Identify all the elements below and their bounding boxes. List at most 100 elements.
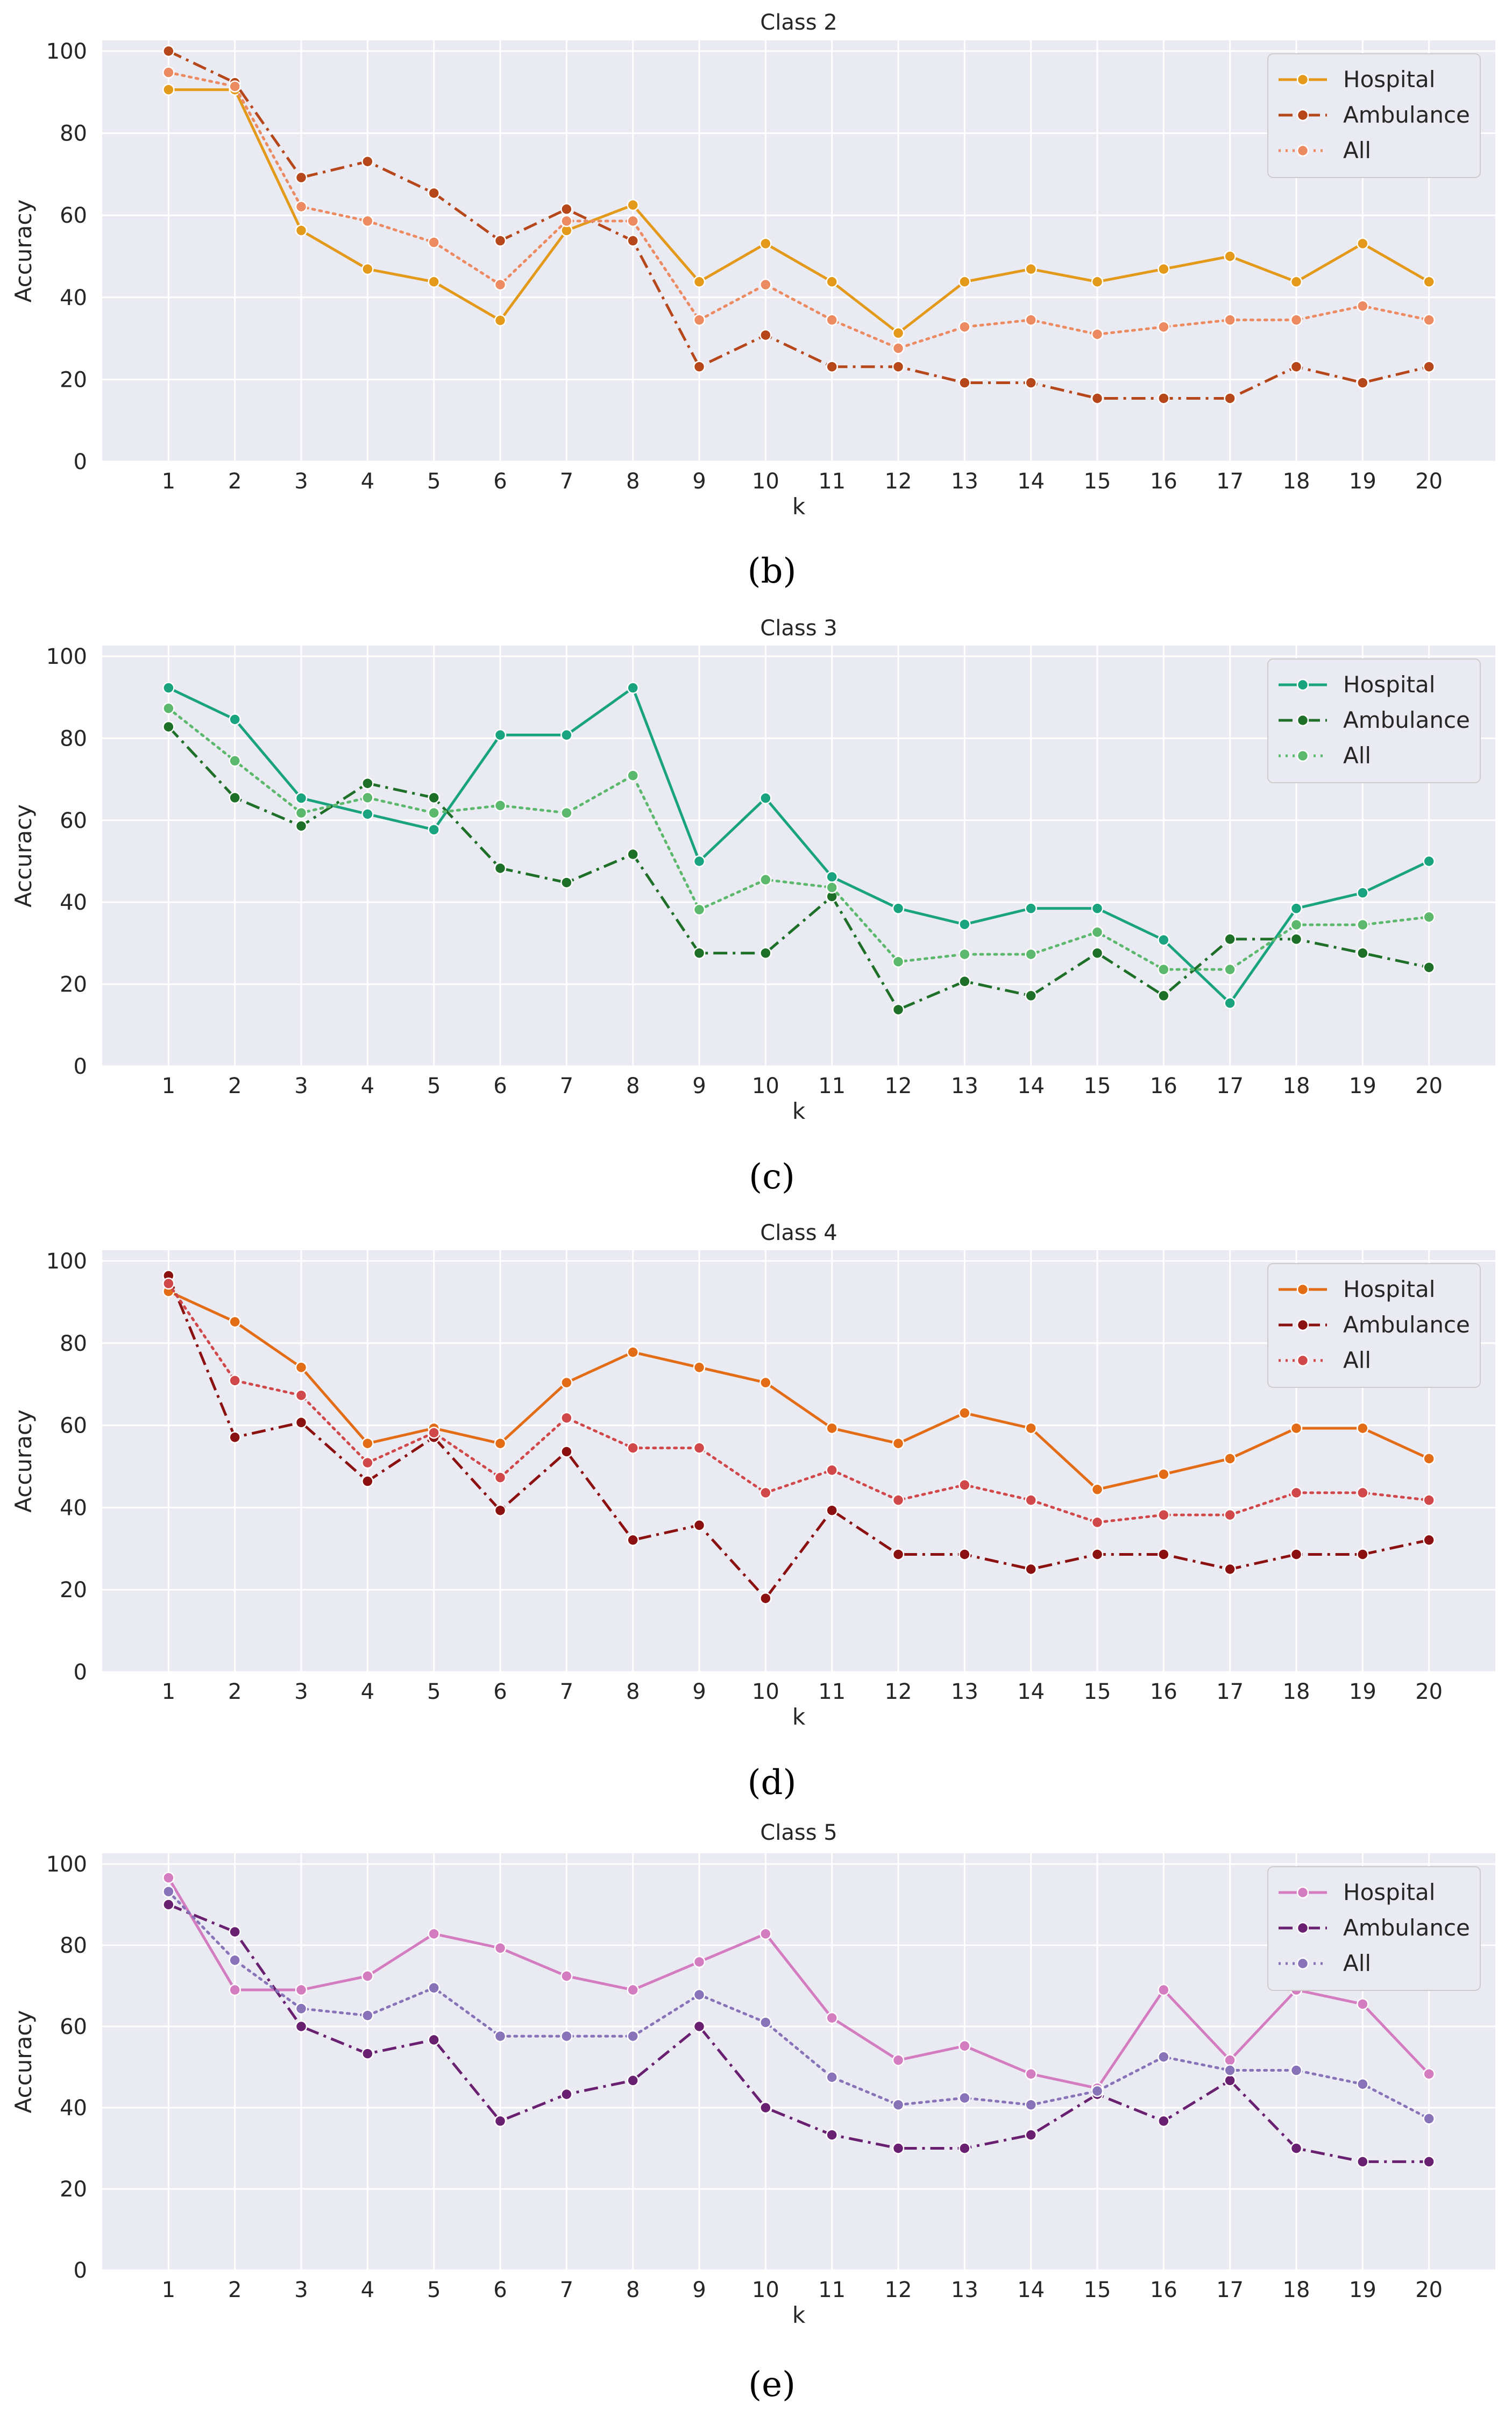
x-tick-label: 19	[1349, 1679, 1376, 1704]
data-point	[494, 1942, 507, 1954]
x-tick-label: 7	[560, 1679, 573, 1704]
x-tick-label: 10	[752, 469, 779, 494]
data-point	[826, 2011, 838, 2024]
data-point	[693, 360, 706, 373]
x-tick-label: 10	[752, 2278, 779, 2302]
x-axis-label: k	[792, 1704, 806, 1730]
data-point	[361, 215, 374, 228]
data-point	[560, 2088, 573, 2101]
x-tick-label: 13	[951, 469, 978, 494]
data-point	[494, 1437, 507, 1450]
data-point	[1025, 2129, 1037, 2141]
data-point	[1091, 1516, 1104, 1529]
data-point	[959, 275, 971, 288]
x-tick-label: 8	[626, 1679, 640, 1704]
x-tick-label: 15	[1084, 1074, 1111, 1098]
data-point	[229, 755, 241, 767]
data-point	[1290, 918, 1303, 931]
data-point	[759, 1592, 772, 1605]
data-point	[361, 791, 374, 804]
x-tick-label: 7	[560, 2278, 573, 2302]
data-point	[1091, 902, 1104, 915]
series-line	[168, 1903, 1429, 2163]
series	[162, 682, 1435, 1009]
data-point	[1423, 961, 1435, 974]
data-point	[295, 792, 308, 804]
data-point	[1025, 1494, 1037, 1506]
x-tick-label: 18	[1283, 1679, 1310, 1704]
data-point	[1423, 1452, 1435, 1465]
data-point	[162, 682, 175, 694]
data-point	[560, 1412, 573, 1424]
data-point	[560, 876, 573, 889]
panel-caption: (e)	[748, 2365, 796, 2405]
data-point	[361, 1456, 374, 1469]
x-tick-label: 6	[493, 1074, 507, 1098]
data-point	[1423, 2156, 1435, 2168]
legend: Hospital Ambulance All	[1267, 53, 1481, 178]
y-tick-label: 40	[60, 286, 87, 310]
x-tick-label: 3	[294, 1679, 308, 1704]
data-point	[627, 1983, 639, 1996]
data-point	[1290, 1486, 1303, 1499]
x-tick-label: 13	[951, 1074, 978, 1098]
data-point	[1025, 1563, 1037, 1576]
data-point	[826, 870, 838, 883]
panel-caption: (b)	[748, 551, 797, 591]
x-tick-label: 17	[1216, 1074, 1244, 1098]
x-tick-label: 15	[1084, 2278, 1111, 2302]
data-point	[826, 275, 838, 288]
data-point	[361, 2009, 374, 2022]
series-line	[168, 88, 1430, 335]
data-point	[826, 1504, 838, 1516]
data-point	[959, 1407, 971, 1419]
data-point	[693, 1442, 706, 1454]
y-tick-label: 60	[60, 1414, 87, 1438]
data-point	[959, 321, 971, 333]
data-point	[229, 1954, 241, 1967]
data-point	[1158, 1983, 1170, 1996]
data-point	[1091, 926, 1104, 939]
data-point	[826, 2071, 838, 2083]
x-tick-label: 6	[493, 1679, 507, 1704]
data-point	[295, 2002, 308, 2015]
x-tick-label: 14	[1017, 1074, 1045, 1098]
data-point	[1423, 275, 1435, 288]
x-tick-label: 20	[1415, 1679, 1443, 1704]
data-point	[428, 1982, 440, 1994]
legend-marker	[1296, 1886, 1309, 1899]
chart-title: Class 5	[760, 1820, 837, 1845]
data-point	[229, 1925, 241, 1938]
data-point	[892, 1003, 905, 1016]
data-point	[1423, 1494, 1435, 1506]
data-point	[1357, 1548, 1369, 1561]
data-point	[560, 1445, 573, 1458]
data-point	[1357, 887, 1369, 899]
series-line	[168, 686, 1430, 1005]
data-point	[1025, 314, 1037, 327]
x-axis-label: k	[792, 1098, 806, 1124]
data-point	[759, 1376, 772, 1389]
y-tick-label: 0	[74, 1660, 87, 1685]
data-point	[627, 1442, 639, 1454]
data-point	[494, 729, 507, 741]
series-line	[168, 1290, 1430, 1491]
data-point	[229, 791, 241, 804]
data-point	[627, 682, 639, 694]
x-tick-label: 15	[1084, 469, 1111, 494]
x-tick-label: 16	[1150, 1074, 1177, 1098]
data-point	[892, 2142, 905, 2154]
data-point	[1158, 2051, 1170, 2063]
data-point	[1091, 947, 1104, 959]
data-point	[693, 947, 706, 959]
x-tick-label: 16	[1150, 469, 1177, 494]
data-point	[560, 1376, 573, 1389]
x-tick-label: 9	[692, 1679, 706, 1704]
data-point	[892, 342, 905, 355]
data-point	[1025, 948, 1037, 961]
y-tick-label: 0	[74, 1054, 87, 1079]
y-tick-label: 20	[60, 1578, 87, 1603]
data-point	[560, 215, 573, 228]
legend-label: Ambulance	[1343, 1915, 1470, 1941]
